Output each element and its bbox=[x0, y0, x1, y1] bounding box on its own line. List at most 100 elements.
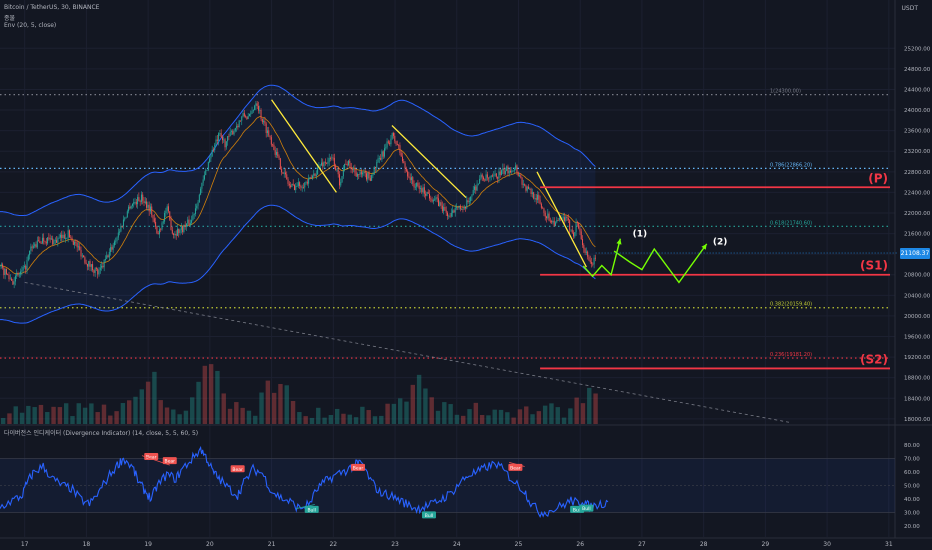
candle-body bbox=[169, 211, 171, 220]
candle-body bbox=[470, 196, 472, 202]
candle-body bbox=[435, 197, 437, 200]
volume-bar bbox=[126, 400, 132, 424]
candle-body bbox=[122, 219, 124, 227]
divergence-bear-tag-bg bbox=[351, 463, 365, 471]
candle-body bbox=[584, 248, 586, 253]
candle-body bbox=[59, 234, 61, 238]
candle-body bbox=[401, 156, 403, 162]
candle-body bbox=[71, 237, 73, 241]
candle-body bbox=[275, 151, 277, 155]
candle-body bbox=[107, 255, 109, 258]
candle-body bbox=[422, 187, 424, 193]
candle-body bbox=[448, 215, 450, 217]
volume-bar bbox=[139, 389, 145, 424]
candle-body bbox=[414, 186, 416, 188]
candle-body bbox=[492, 175, 494, 177]
candle-body bbox=[314, 173, 316, 176]
volume-bar bbox=[587, 387, 592, 424]
candle-body bbox=[234, 127, 236, 131]
candle-body bbox=[346, 164, 348, 166]
candle-body bbox=[546, 216, 548, 219]
candle-body bbox=[242, 113, 244, 117]
indicator-legend[interactable]: Env (20, 5, close) bbox=[4, 22, 57, 29]
candle-body bbox=[328, 158, 330, 162]
candle-body bbox=[50, 238, 52, 240]
candle-body bbox=[273, 144, 275, 150]
candle-body bbox=[349, 160, 351, 164]
candle-body bbox=[57, 238, 59, 243]
time-tick-label: 20 bbox=[206, 541, 214, 548]
candle-body bbox=[2, 264, 4, 268]
candle-body bbox=[20, 271, 22, 275]
candle-body bbox=[143, 200, 145, 203]
candle-body bbox=[441, 205, 443, 212]
candle-body bbox=[131, 204, 133, 206]
candle-body bbox=[26, 260, 28, 270]
candle-body bbox=[295, 186, 297, 191]
volume-bar bbox=[215, 370, 220, 424]
candle-body bbox=[336, 169, 338, 171]
candle-body bbox=[431, 199, 433, 202]
candle-body bbox=[529, 188, 531, 190]
candle-body bbox=[562, 217, 564, 219]
candle-body bbox=[344, 163, 346, 170]
price-tick-label: 24400.00 bbox=[904, 87, 931, 93]
candle-body bbox=[52, 238, 54, 245]
candle-body bbox=[480, 174, 482, 179]
time-tick-label: 29 bbox=[762, 541, 770, 548]
volume-bar bbox=[511, 417, 516, 424]
candle-body bbox=[264, 120, 266, 124]
candle-body bbox=[160, 229, 162, 231]
time-tick-label: 31 bbox=[885, 541, 893, 548]
candle-body bbox=[558, 217, 560, 221]
candle-body bbox=[23, 266, 25, 267]
candle-body bbox=[113, 241, 115, 246]
candle-body bbox=[83, 255, 85, 258]
candle-body bbox=[158, 229, 160, 235]
candle-body bbox=[22, 266, 24, 271]
candle-body bbox=[351, 169, 353, 170]
candle-body bbox=[485, 174, 487, 181]
rsi-panel-title[interactable]: 다이버전스 인디케이터 (Divergence Indicator) (14, … bbox=[4, 430, 199, 437]
candle-body bbox=[43, 237, 45, 242]
volume-bar bbox=[45, 412, 50, 424]
candle-body bbox=[116, 237, 118, 241]
level-label: (S2) bbox=[860, 352, 888, 366]
candle-body bbox=[340, 181, 342, 186]
candle-body bbox=[320, 162, 322, 166]
candle-body bbox=[430, 198, 432, 200]
candle-body bbox=[88, 261, 90, 267]
candle-body bbox=[511, 170, 513, 173]
volume-bar bbox=[549, 403, 554, 424]
candle-body bbox=[350, 163, 352, 170]
volume-bar bbox=[416, 374, 422, 424]
candle-body bbox=[457, 207, 459, 209]
candle-body bbox=[428, 193, 430, 199]
candle-body bbox=[121, 226, 123, 227]
candle-body bbox=[192, 215, 194, 221]
divergence-line bbox=[509, 462, 525, 467]
candle-body bbox=[368, 172, 370, 179]
candle-body bbox=[367, 172, 369, 180]
volume-bar bbox=[164, 407, 170, 424]
candle-body bbox=[156, 226, 158, 233]
candle-body bbox=[481, 174, 483, 178]
candle-body bbox=[74, 241, 76, 245]
candle-body bbox=[72, 240, 74, 245]
candle-body bbox=[503, 168, 505, 174]
candle-body bbox=[140, 194, 142, 202]
price-tick-label: 23200.00 bbox=[904, 149, 931, 155]
candle-body bbox=[13, 281, 15, 285]
price-tick-label: 25200.00 bbox=[904, 46, 931, 52]
candle-body bbox=[329, 158, 331, 159]
candle-body bbox=[76, 242, 78, 248]
candle-body bbox=[337, 169, 339, 175]
candle-body bbox=[548, 213, 550, 221]
divergence-bear-tag: Bear bbox=[353, 465, 364, 471]
candle-body bbox=[266, 130, 268, 134]
candle-body bbox=[11, 278, 13, 281]
candle-body bbox=[561, 217, 563, 219]
candle-body bbox=[490, 175, 492, 178]
candle-body bbox=[95, 268, 97, 269]
